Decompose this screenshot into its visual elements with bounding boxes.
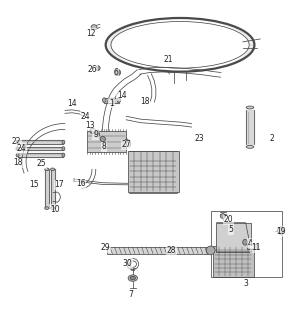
Ellipse shape <box>246 106 254 109</box>
Text: 14: 14 <box>67 99 77 108</box>
Ellipse shape <box>16 153 19 157</box>
Ellipse shape <box>45 207 49 209</box>
Ellipse shape <box>90 128 95 133</box>
Text: 15: 15 <box>29 180 39 189</box>
Text: 6: 6 <box>113 68 118 77</box>
Text: 1: 1 <box>109 99 114 108</box>
Text: 23: 23 <box>194 134 204 143</box>
Text: 5: 5 <box>229 226 234 235</box>
Text: 2: 2 <box>270 134 274 143</box>
Ellipse shape <box>16 140 19 144</box>
Ellipse shape <box>100 136 105 142</box>
Text: 18: 18 <box>13 158 23 167</box>
Text: 20: 20 <box>223 215 233 224</box>
Text: 25: 25 <box>37 159 46 168</box>
Text: 16: 16 <box>76 179 86 188</box>
Ellipse shape <box>62 147 65 150</box>
Ellipse shape <box>51 168 54 171</box>
Ellipse shape <box>128 275 137 281</box>
Ellipse shape <box>51 207 54 209</box>
Text: 27: 27 <box>121 140 131 149</box>
Ellipse shape <box>94 132 100 137</box>
Ellipse shape <box>246 145 254 148</box>
Text: 8: 8 <box>102 142 107 151</box>
Ellipse shape <box>220 214 226 218</box>
Ellipse shape <box>45 168 49 171</box>
Bar <box>213 246 254 277</box>
Text: 17: 17 <box>54 180 64 189</box>
Ellipse shape <box>96 66 100 70</box>
Text: 29: 29 <box>101 243 110 252</box>
Bar <box>211 211 282 277</box>
Bar <box>87 131 126 152</box>
Bar <box>247 244 257 249</box>
Ellipse shape <box>114 69 120 76</box>
Text: 3: 3 <box>243 278 248 288</box>
Text: 13: 13 <box>85 121 94 130</box>
Text: 9: 9 <box>93 130 98 139</box>
Ellipse shape <box>206 246 215 255</box>
Ellipse shape <box>16 147 19 150</box>
Ellipse shape <box>277 227 284 234</box>
Ellipse shape <box>91 25 97 30</box>
Bar <box>127 151 178 192</box>
Text: 12: 12 <box>86 29 96 38</box>
Ellipse shape <box>117 98 120 102</box>
Ellipse shape <box>243 239 247 245</box>
Text: 22: 22 <box>12 137 21 146</box>
Text: 26: 26 <box>88 65 97 74</box>
Text: 4: 4 <box>248 239 253 248</box>
Ellipse shape <box>103 98 106 102</box>
Text: 18: 18 <box>140 97 150 106</box>
Text: 14: 14 <box>117 91 127 100</box>
Text: 7: 7 <box>128 290 133 299</box>
Ellipse shape <box>62 140 65 144</box>
Bar <box>107 247 208 254</box>
Text: 19: 19 <box>276 227 285 236</box>
Text: 10: 10 <box>50 205 59 214</box>
Text: 21: 21 <box>163 55 173 64</box>
Text: 24: 24 <box>16 144 26 153</box>
Bar <box>217 223 251 252</box>
Ellipse shape <box>62 153 65 157</box>
Text: 28: 28 <box>166 246 176 255</box>
Text: 24: 24 <box>81 112 90 121</box>
Text: 11: 11 <box>251 243 260 252</box>
Ellipse shape <box>130 276 135 280</box>
Text: 30: 30 <box>123 259 132 268</box>
